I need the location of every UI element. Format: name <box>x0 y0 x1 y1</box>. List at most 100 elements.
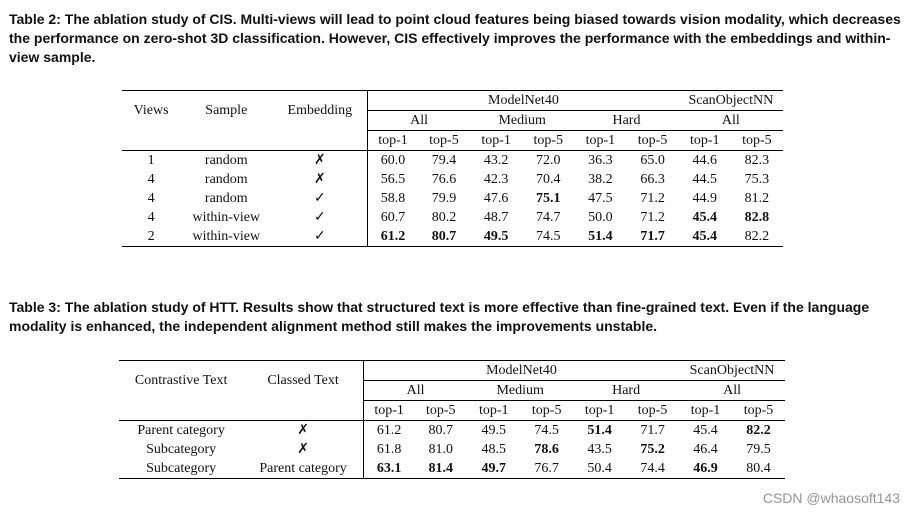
value-cell: 49.5 <box>467 420 521 440</box>
value-cell: 80.2 <box>431 210 457 225</box>
metric-header: top-1 <box>481 133 511 148</box>
value-cell: 74.7 <box>536 210 561 225</box>
row-label-sample: within-view <box>192 210 261 225</box>
metric-header: top-1 <box>378 133 408 148</box>
value-cell: 71.7 <box>626 227 679 247</box>
row-label-contrastive: Subcategory <box>146 442 217 457</box>
value-cell: 71.2 <box>640 191 665 206</box>
row-label-sample: within-view <box>180 227 273 247</box>
row-label-views: 1 <box>122 150 181 170</box>
value-cell: 50.0 <box>588 210 613 225</box>
value-cell: 43.5 <box>587 442 612 457</box>
metric-header: top-5 <box>743 403 774 418</box>
table3-sub-medium: Medium <box>467 380 574 401</box>
table3-caption-label: Table 3: <box>9 299 61 315</box>
row-label-contrastive: Parent category <box>119 420 244 440</box>
value-cell: 46.4 <box>693 442 718 457</box>
value-cell: 44.6 <box>678 150 731 170</box>
table2-caption: Table 2: The ablation study of CIS. Mult… <box>9 10 905 67</box>
value-cell: 60.0 <box>367 150 418 170</box>
value-cell: 81.2 <box>744 191 770 206</box>
table-row: 4 random ✗ 56.5 76.6 42.3 70.4 38.2 66.3 44.5 75.3 <box>122 170 783 189</box>
value-cell: 75.2 <box>640 442 665 457</box>
table2-caption-label: Table 2: <box>9 11 61 27</box>
value-cell: 61.2 <box>363 420 415 440</box>
value-cell: 63.1 <box>363 459 415 479</box>
value-cell: 70.4 <box>536 172 561 187</box>
value-cell: 75.3 <box>744 172 770 187</box>
table3-caption: Table 3: The ablation study of HTT. Resu… <box>9 298 905 336</box>
row-label-sample: random <box>204 172 248 187</box>
value-cell: 47.6 <box>483 191 509 206</box>
value-cell: 78.6 <box>534 442 559 457</box>
row-label-classed: ✗ <box>243 440 364 459</box>
row-label-views: 2 <box>122 227 181 247</box>
table2-caption-text: The ablation study of CIS. Multi-views w… <box>9 11 901 65</box>
value-cell: 76.6 <box>431 172 457 187</box>
table3-metric-row: top-1 top-5 top-1 top-5 top-1 top-5 top-… <box>119 400 785 421</box>
value-cell: 51.4 <box>574 227 627 247</box>
table2-sub-medium: Medium <box>470 110 575 131</box>
table-row: Parent category ✗ 61.2 80.7 49.5 74.5 51.4 71.7… <box>119 420 785 440</box>
value-cell: 71.7 <box>626 420 680 440</box>
table2-col-sample: Sample <box>180 90 273 131</box>
value-cell: 81.0 <box>428 442 454 457</box>
table-row: Subcategory Parent category 63.1 81.4 49.7 76… <box>119 459 785 479</box>
table-row: 2 within-view ✓ 61.2 80.7 49.5 74.5 51.4 71.7 45.… <box>122 227 783 247</box>
table3-sub-hard: Hard <box>573 380 680 401</box>
value-cell: 75.1 <box>536 191 561 206</box>
value-cell: 36.3 <box>574 150 627 170</box>
table-row: 4 within-view ✓ 60.7 80.2 48.7 74.7 50.0 71.2 45.… <box>122 208 783 227</box>
metric-header: top-5 <box>429 133 459 148</box>
row-label-emb: ✓ <box>272 208 369 227</box>
value-cell: 72.0 <box>522 150 575 170</box>
metric-header: top-5 <box>531 403 562 418</box>
value-cell: 81.4 <box>414 459 468 479</box>
value-cell: 74.5 <box>522 227 575 247</box>
value-cell: 45.4 <box>678 227 731 247</box>
metric-header: top-1 <box>374 403 404 418</box>
value-cell: 45.4 <box>692 210 717 225</box>
value-cell: 82.3 <box>730 150 783 170</box>
metric-header: top-5 <box>742 133 772 148</box>
value-cell: 44.5 <box>692 172 717 187</box>
row-label-views: 4 <box>147 172 155 187</box>
value-cell: 48.5 <box>481 442 506 457</box>
value-cell: 60.7 <box>380 210 406 225</box>
table3-col-classed: Classed Text <box>243 360 364 401</box>
row-label-emb: ✗ <box>272 170 369 189</box>
row-label-sample: random <box>180 150 273 170</box>
value-cell: 49.5 <box>470 227 523 247</box>
row-label-classed: ✗ <box>243 420 364 440</box>
value-cell: 82.2 <box>732 420 785 440</box>
value-cell: 80.4 <box>732 459 785 479</box>
value-cell: 76.7 <box>520 459 574 479</box>
table2-sub-scan-all: All <box>678 110 783 131</box>
table2-col-embedding: Embedding <box>272 90 369 131</box>
row-label-views: 4 <box>147 210 155 225</box>
row-label-contrastive: Subcategory <box>119 459 244 479</box>
table-row: 1 random ✗ 60.0 79.4 43.2 72.0 36.3 65.0 44.6 82.3 <box>122 150 783 170</box>
value-cell: 44.9 <box>692 191 717 206</box>
row-label-views: 4 <box>147 191 155 206</box>
table3-sub-all: All <box>363 380 468 401</box>
table2-col-views: Views <box>122 90 181 131</box>
table3-sub-scan-all: All <box>679 380 785 401</box>
value-cell: 74.5 <box>520 420 574 440</box>
value-cell: 42.3 <box>483 172 509 187</box>
metric-header: top-5 <box>533 133 564 148</box>
value-cell: 80.7 <box>414 420 468 440</box>
table2-group-modelnet: ModelNet40 <box>367 90 679 111</box>
table3-group-modelnet: ModelNet40 <box>363 360 680 381</box>
metric-header: top-1 <box>584 403 615 418</box>
value-cell: 51.4 <box>573 420 627 440</box>
metric-header: top-1 <box>689 133 720 148</box>
row-label-emb: ✓ <box>272 189 369 208</box>
value-cell: 47.5 <box>588 191 613 206</box>
table2-group-scan: ScanObjectNN <box>678 90 783 111</box>
table3: Contrastive Text Classed Text ModelNet40… <box>119 360 785 479</box>
value-cell: 79.5 <box>746 442 771 457</box>
row-label-emb: ✗ <box>272 150 369 170</box>
value-cell: 61.8 <box>376 442 402 457</box>
table3-col-contrastive: Contrastive Text <box>119 360 244 401</box>
